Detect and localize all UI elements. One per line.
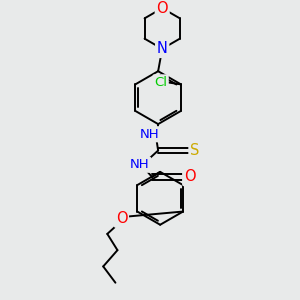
Text: O: O <box>184 169 196 184</box>
Text: O: O <box>116 211 127 226</box>
Text: O: O <box>156 1 168 16</box>
Text: NH: NH <box>140 128 160 141</box>
Text: N: N <box>157 41 168 56</box>
Text: S: S <box>190 143 200 158</box>
Text: Cl: Cl <box>154 76 167 89</box>
Text: NH: NH <box>130 158 150 171</box>
